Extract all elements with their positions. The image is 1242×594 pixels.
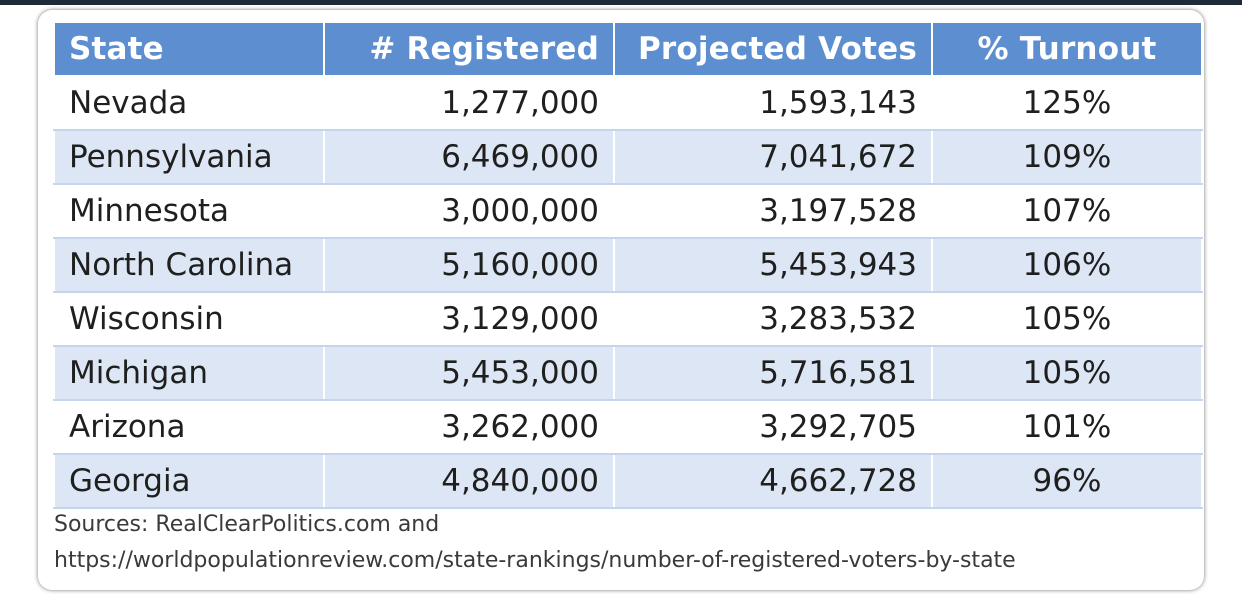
- turnout-cell: 109%: [931, 129, 1203, 185]
- state-cell: North Carolina: [53, 237, 325, 293]
- turnout-cell: 101%: [931, 399, 1203, 455]
- top-bar: [0, 0, 1242, 5]
- header-row: State # Registered Projected Votes % Tur…: [53, 21, 1203, 77]
- turnout-cell: 105%: [931, 291, 1203, 347]
- table-row: Nevada 1,277,000 1,593,143 125%: [53, 75, 1203, 131]
- column-header-projected-votes: Projected Votes: [613, 21, 933, 77]
- turnout-cell: 125%: [931, 75, 1203, 131]
- registered-cell: 3,262,000: [323, 399, 615, 455]
- projected-votes-cell: 7,041,672: [613, 129, 933, 185]
- registered-cell: 3,000,000: [323, 183, 615, 239]
- sources-line: Sources: RealClearPolitics.com and: [54, 512, 440, 537]
- turnout-cell: 105%: [931, 345, 1203, 401]
- sources-url: https://worldpopulationreview.com/state-…: [54, 548, 1016, 573]
- column-header-registered: # Registered: [323, 21, 615, 77]
- table-row: Wisconsin 3,129,000 3,283,532 105%: [53, 291, 1203, 347]
- registered-cell: 1,277,000: [323, 75, 615, 131]
- state-cell: Pennsylvania: [53, 129, 325, 185]
- table-row: Arizona 3,262,000 3,292,705 101%: [53, 399, 1203, 455]
- table-row: Michigan 5,453,000 5,716,581 105%: [53, 345, 1203, 401]
- turnout-cell: 106%: [931, 237, 1203, 293]
- registered-cell: 5,453,000: [323, 345, 615, 401]
- table-body: Nevada 1,277,000 1,593,143 125% Pennsylv…: [53, 75, 1203, 509]
- table-row: Minnesota 3,000,000 3,197,528 107%: [53, 183, 1203, 239]
- state-cell: Wisconsin: [53, 291, 325, 347]
- projected-votes-cell: 3,292,705: [613, 399, 933, 455]
- table-row: Georgia 4,840,000 4,662,728 96%: [53, 453, 1203, 509]
- registered-cell: 6,469,000: [323, 129, 615, 185]
- state-cell: Michigan: [53, 345, 325, 401]
- projected-votes-cell: 3,283,532: [613, 291, 933, 347]
- projected-votes-cell: 4,662,728: [613, 453, 933, 509]
- column-header-state: State: [53, 21, 325, 77]
- state-cell: Georgia: [53, 453, 325, 509]
- table-card: State # Registered Projected Votes % Tur…: [38, 10, 1204, 590]
- sources-note: Sources: RealClearPolitics.com and https…: [54, 507, 1016, 579]
- column-header-turnout: % Turnout: [931, 21, 1203, 77]
- projected-votes-cell: 1,593,143: [613, 75, 933, 131]
- table-row: Pennsylvania 6,469,000 7,041,672 109%: [53, 129, 1203, 185]
- projected-votes-cell: 5,453,943: [613, 237, 933, 293]
- turnout-cell: 96%: [931, 453, 1203, 509]
- table-row: North Carolina 5,160,000 5,453,943 106%: [53, 237, 1203, 293]
- registered-cell: 5,160,000: [323, 237, 615, 293]
- projected-votes-cell: 3,197,528: [613, 183, 933, 239]
- turnout-table: State # Registered Projected Votes % Tur…: [53, 21, 1203, 509]
- turnout-cell: 107%: [931, 183, 1203, 239]
- state-cell: Arizona: [53, 399, 325, 455]
- state-cell: Nevada: [53, 75, 325, 131]
- registered-cell: 3,129,000: [323, 291, 615, 347]
- state-cell: Minnesota: [53, 183, 325, 239]
- projected-votes-cell: 5,716,581: [613, 345, 933, 401]
- registered-cell: 4,840,000: [323, 453, 615, 509]
